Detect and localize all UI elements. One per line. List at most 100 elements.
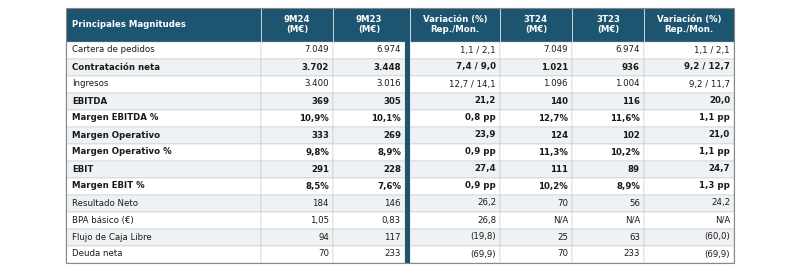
Bar xyxy=(261,194,333,211)
Bar xyxy=(333,211,405,228)
Bar xyxy=(405,160,410,177)
Text: 233: 233 xyxy=(623,249,640,258)
Bar xyxy=(500,127,572,143)
Text: 8,9%: 8,9% xyxy=(377,147,401,157)
Bar xyxy=(66,127,261,143)
Bar xyxy=(66,160,261,177)
Text: 1,3 pp: 1,3 pp xyxy=(699,181,730,191)
Bar xyxy=(572,76,644,93)
Text: Principales Magnitudes: Principales Magnitudes xyxy=(72,20,186,29)
Text: 11,6%: 11,6% xyxy=(610,113,640,123)
Bar xyxy=(500,8,572,42)
Text: 3.016: 3.016 xyxy=(376,79,401,89)
Bar xyxy=(333,177,405,194)
Bar xyxy=(644,211,734,228)
Bar xyxy=(333,76,405,93)
Bar xyxy=(410,228,500,245)
Text: 3.448: 3.448 xyxy=(374,62,401,72)
Text: N/A: N/A xyxy=(625,215,640,224)
Bar xyxy=(410,93,500,110)
Bar xyxy=(572,93,644,110)
Bar xyxy=(644,245,734,262)
Bar xyxy=(405,245,410,262)
Bar xyxy=(333,127,405,143)
Text: Deuda neta: Deuda neta xyxy=(72,249,122,258)
Bar xyxy=(333,194,405,211)
Bar xyxy=(405,127,410,143)
Bar xyxy=(410,42,500,59)
Text: 1,05: 1,05 xyxy=(310,215,329,224)
Text: N/A: N/A xyxy=(714,215,730,224)
Bar xyxy=(572,160,644,177)
Text: 70: 70 xyxy=(557,249,568,258)
Text: 26,2: 26,2 xyxy=(477,198,496,208)
Text: 56: 56 xyxy=(629,198,640,208)
Bar xyxy=(66,42,261,59)
Bar xyxy=(572,228,644,245)
Bar xyxy=(644,59,734,76)
Bar xyxy=(500,59,572,76)
Bar xyxy=(333,160,405,177)
Bar xyxy=(261,245,333,262)
Text: 269: 269 xyxy=(383,130,401,140)
Bar xyxy=(572,127,644,143)
Text: Contratación neta: Contratación neta xyxy=(72,62,160,72)
Text: 124: 124 xyxy=(550,130,568,140)
Bar xyxy=(572,245,644,262)
Text: EBIT: EBIT xyxy=(72,164,94,174)
Bar xyxy=(66,177,261,194)
Text: 20,0: 20,0 xyxy=(709,96,730,106)
Text: 10,9%: 10,9% xyxy=(299,113,329,123)
Text: 117: 117 xyxy=(385,232,401,241)
Bar xyxy=(66,245,261,262)
Bar xyxy=(572,8,644,42)
Text: Margen Operativo: Margen Operativo xyxy=(72,130,160,140)
Bar xyxy=(644,8,734,42)
Bar xyxy=(405,42,410,59)
Bar xyxy=(333,245,405,262)
Text: (69,9): (69,9) xyxy=(470,249,496,258)
Text: 146: 146 xyxy=(385,198,401,208)
Bar xyxy=(261,228,333,245)
Text: 70: 70 xyxy=(318,249,329,258)
Text: Variación (%)
Rep./Mon.: Variación (%) Rep./Mon. xyxy=(657,15,722,34)
Bar xyxy=(572,177,644,194)
Bar xyxy=(410,8,500,42)
Text: 10,2%: 10,2% xyxy=(610,147,640,157)
Bar xyxy=(261,110,333,127)
Text: 11,3%: 11,3% xyxy=(538,147,568,157)
Bar xyxy=(66,110,261,127)
Bar xyxy=(410,160,500,177)
Text: 3T24
(M€): 3T24 (M€) xyxy=(524,15,548,34)
Text: 21,2: 21,2 xyxy=(474,96,496,106)
Text: 24,2: 24,2 xyxy=(711,198,730,208)
Text: Cartera de pedidos: Cartera de pedidos xyxy=(72,46,154,55)
Text: Variación (%)
Rep./Mon.: Variación (%) Rep./Mon. xyxy=(422,15,487,34)
Bar xyxy=(644,228,734,245)
Bar xyxy=(261,59,333,76)
Bar xyxy=(410,143,500,160)
Text: 27,4: 27,4 xyxy=(474,164,496,174)
Bar xyxy=(500,177,572,194)
Bar xyxy=(410,211,500,228)
Bar xyxy=(572,211,644,228)
Bar xyxy=(333,42,405,59)
Text: 0,9 pp: 0,9 pp xyxy=(466,147,496,157)
Bar xyxy=(66,76,261,93)
Bar xyxy=(66,93,261,110)
Text: 6.974: 6.974 xyxy=(615,46,640,55)
Text: 1.004: 1.004 xyxy=(615,79,640,89)
Bar xyxy=(410,245,500,262)
Bar xyxy=(66,211,261,228)
Text: Resultado Neto: Resultado Neto xyxy=(72,198,138,208)
Text: 10,1%: 10,1% xyxy=(371,113,401,123)
Text: 3.400: 3.400 xyxy=(304,79,329,89)
Text: 7,4 / 9,0: 7,4 / 9,0 xyxy=(456,62,496,72)
Text: 12,7 / 14,1: 12,7 / 14,1 xyxy=(450,79,496,89)
Text: 8,9%: 8,9% xyxy=(616,181,640,191)
Bar xyxy=(410,127,500,143)
Text: 25: 25 xyxy=(557,232,568,241)
Bar xyxy=(261,177,333,194)
Bar xyxy=(500,194,572,211)
Text: 1,1 pp: 1,1 pp xyxy=(699,147,730,157)
